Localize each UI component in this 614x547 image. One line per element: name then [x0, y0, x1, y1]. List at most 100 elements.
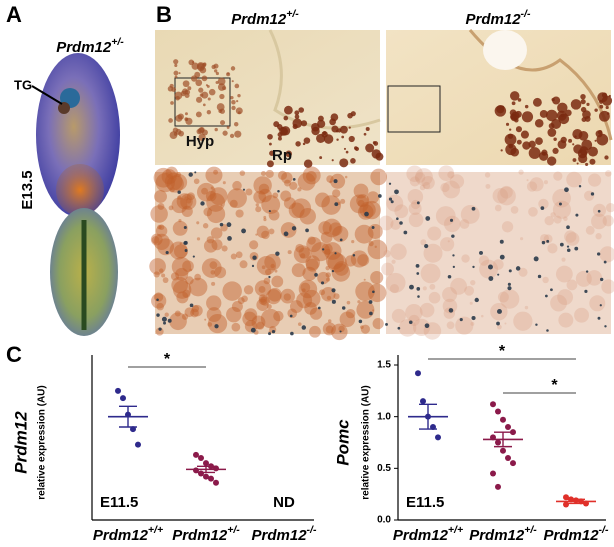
texture [455, 316, 474, 335]
texture [540, 206, 545, 210]
texture [564, 230, 577, 243]
x-tick-label: Prdm12+/+ [93, 524, 163, 544]
texture [557, 102, 568, 114]
texture [288, 202, 305, 219]
data-point [563, 501, 569, 508]
texture [334, 261, 349, 276]
texture [416, 201, 420, 205]
texture [602, 215, 614, 227]
texture [323, 242, 342, 260]
texture [532, 97, 542, 107]
texture [191, 304, 203, 317]
texture [182, 80, 190, 88]
texture [416, 287, 421, 291]
texture [326, 175, 334, 183]
texture [481, 314, 484, 318]
texture [543, 180, 548, 185]
texture [273, 121, 280, 128]
texture [479, 259, 499, 279]
texture [172, 280, 192, 299]
texture [339, 311, 356, 328]
texture [226, 222, 232, 228]
texture [496, 321, 500, 326]
texture [283, 231, 289, 237]
texture [219, 222, 224, 227]
texture [255, 206, 262, 213]
texture [206, 110, 212, 115]
texture [194, 273, 201, 281]
texture [268, 275, 271, 279]
texture [157, 202, 165, 210]
texture [388, 182, 392, 185]
texture [459, 318, 463, 322]
texture [192, 305, 200, 313]
annotation: ND [273, 494, 295, 511]
texture [363, 132, 367, 136]
texture [171, 197, 188, 214]
data-point [135, 441, 141, 448]
texture [450, 277, 468, 295]
texture [372, 309, 375, 312]
texture [151, 236, 160, 244]
texture [360, 324, 370, 334]
texture [180, 193, 197, 210]
texture [599, 104, 604, 109]
data-point [208, 475, 214, 482]
texture [222, 281, 242, 301]
texture [565, 109, 572, 117]
texture [243, 285, 254, 295]
texture [177, 190, 181, 194]
texture [206, 307, 222, 322]
texture [560, 136, 567, 144]
texture [501, 221, 514, 233]
texture [241, 295, 248, 303]
data-point [500, 447, 506, 454]
texture [206, 193, 226, 212]
texture [284, 105, 293, 115]
texture [175, 95, 180, 101]
texture [581, 117, 587, 123]
texture [552, 188, 571, 208]
error-bar [494, 431, 512, 448]
texture [173, 244, 188, 259]
texture [178, 130, 185, 137]
genotype-label: Prdm12-/- [466, 8, 531, 28]
texture [293, 245, 312, 264]
texture [464, 285, 475, 296]
texture [211, 281, 216, 286]
texture [258, 183, 270, 195]
texture [597, 252, 601, 256]
texture [201, 187, 208, 195]
x-tick-label: Prdm12+/- [172, 524, 240, 544]
texture [253, 176, 272, 195]
texture [185, 276, 194, 285]
texture [230, 95, 234, 100]
texture [417, 295, 420, 298]
texture [271, 329, 276, 334]
texture [378, 194, 382, 198]
texture [207, 313, 228, 334]
texture [298, 279, 318, 299]
texture [153, 233, 170, 250]
texture [161, 169, 177, 185]
texture [359, 201, 376, 219]
texture [590, 192, 595, 196]
texture [339, 330, 342, 333]
texture [211, 239, 223, 251]
texture [594, 108, 598, 112]
texture [546, 329, 549, 332]
texture [371, 149, 381, 159]
texture [162, 277, 169, 284]
texture [447, 240, 450, 243]
texture [419, 184, 426, 191]
texture [326, 277, 331, 282]
texture [352, 253, 356, 257]
texture [181, 313, 189, 320]
texture [306, 171, 317, 182]
stage-label: E11.5 [406, 494, 444, 511]
texture [551, 118, 562, 129]
texture [446, 321, 455, 330]
texture [295, 243, 304, 253]
texture [232, 180, 242, 191]
texture [389, 284, 399, 294]
